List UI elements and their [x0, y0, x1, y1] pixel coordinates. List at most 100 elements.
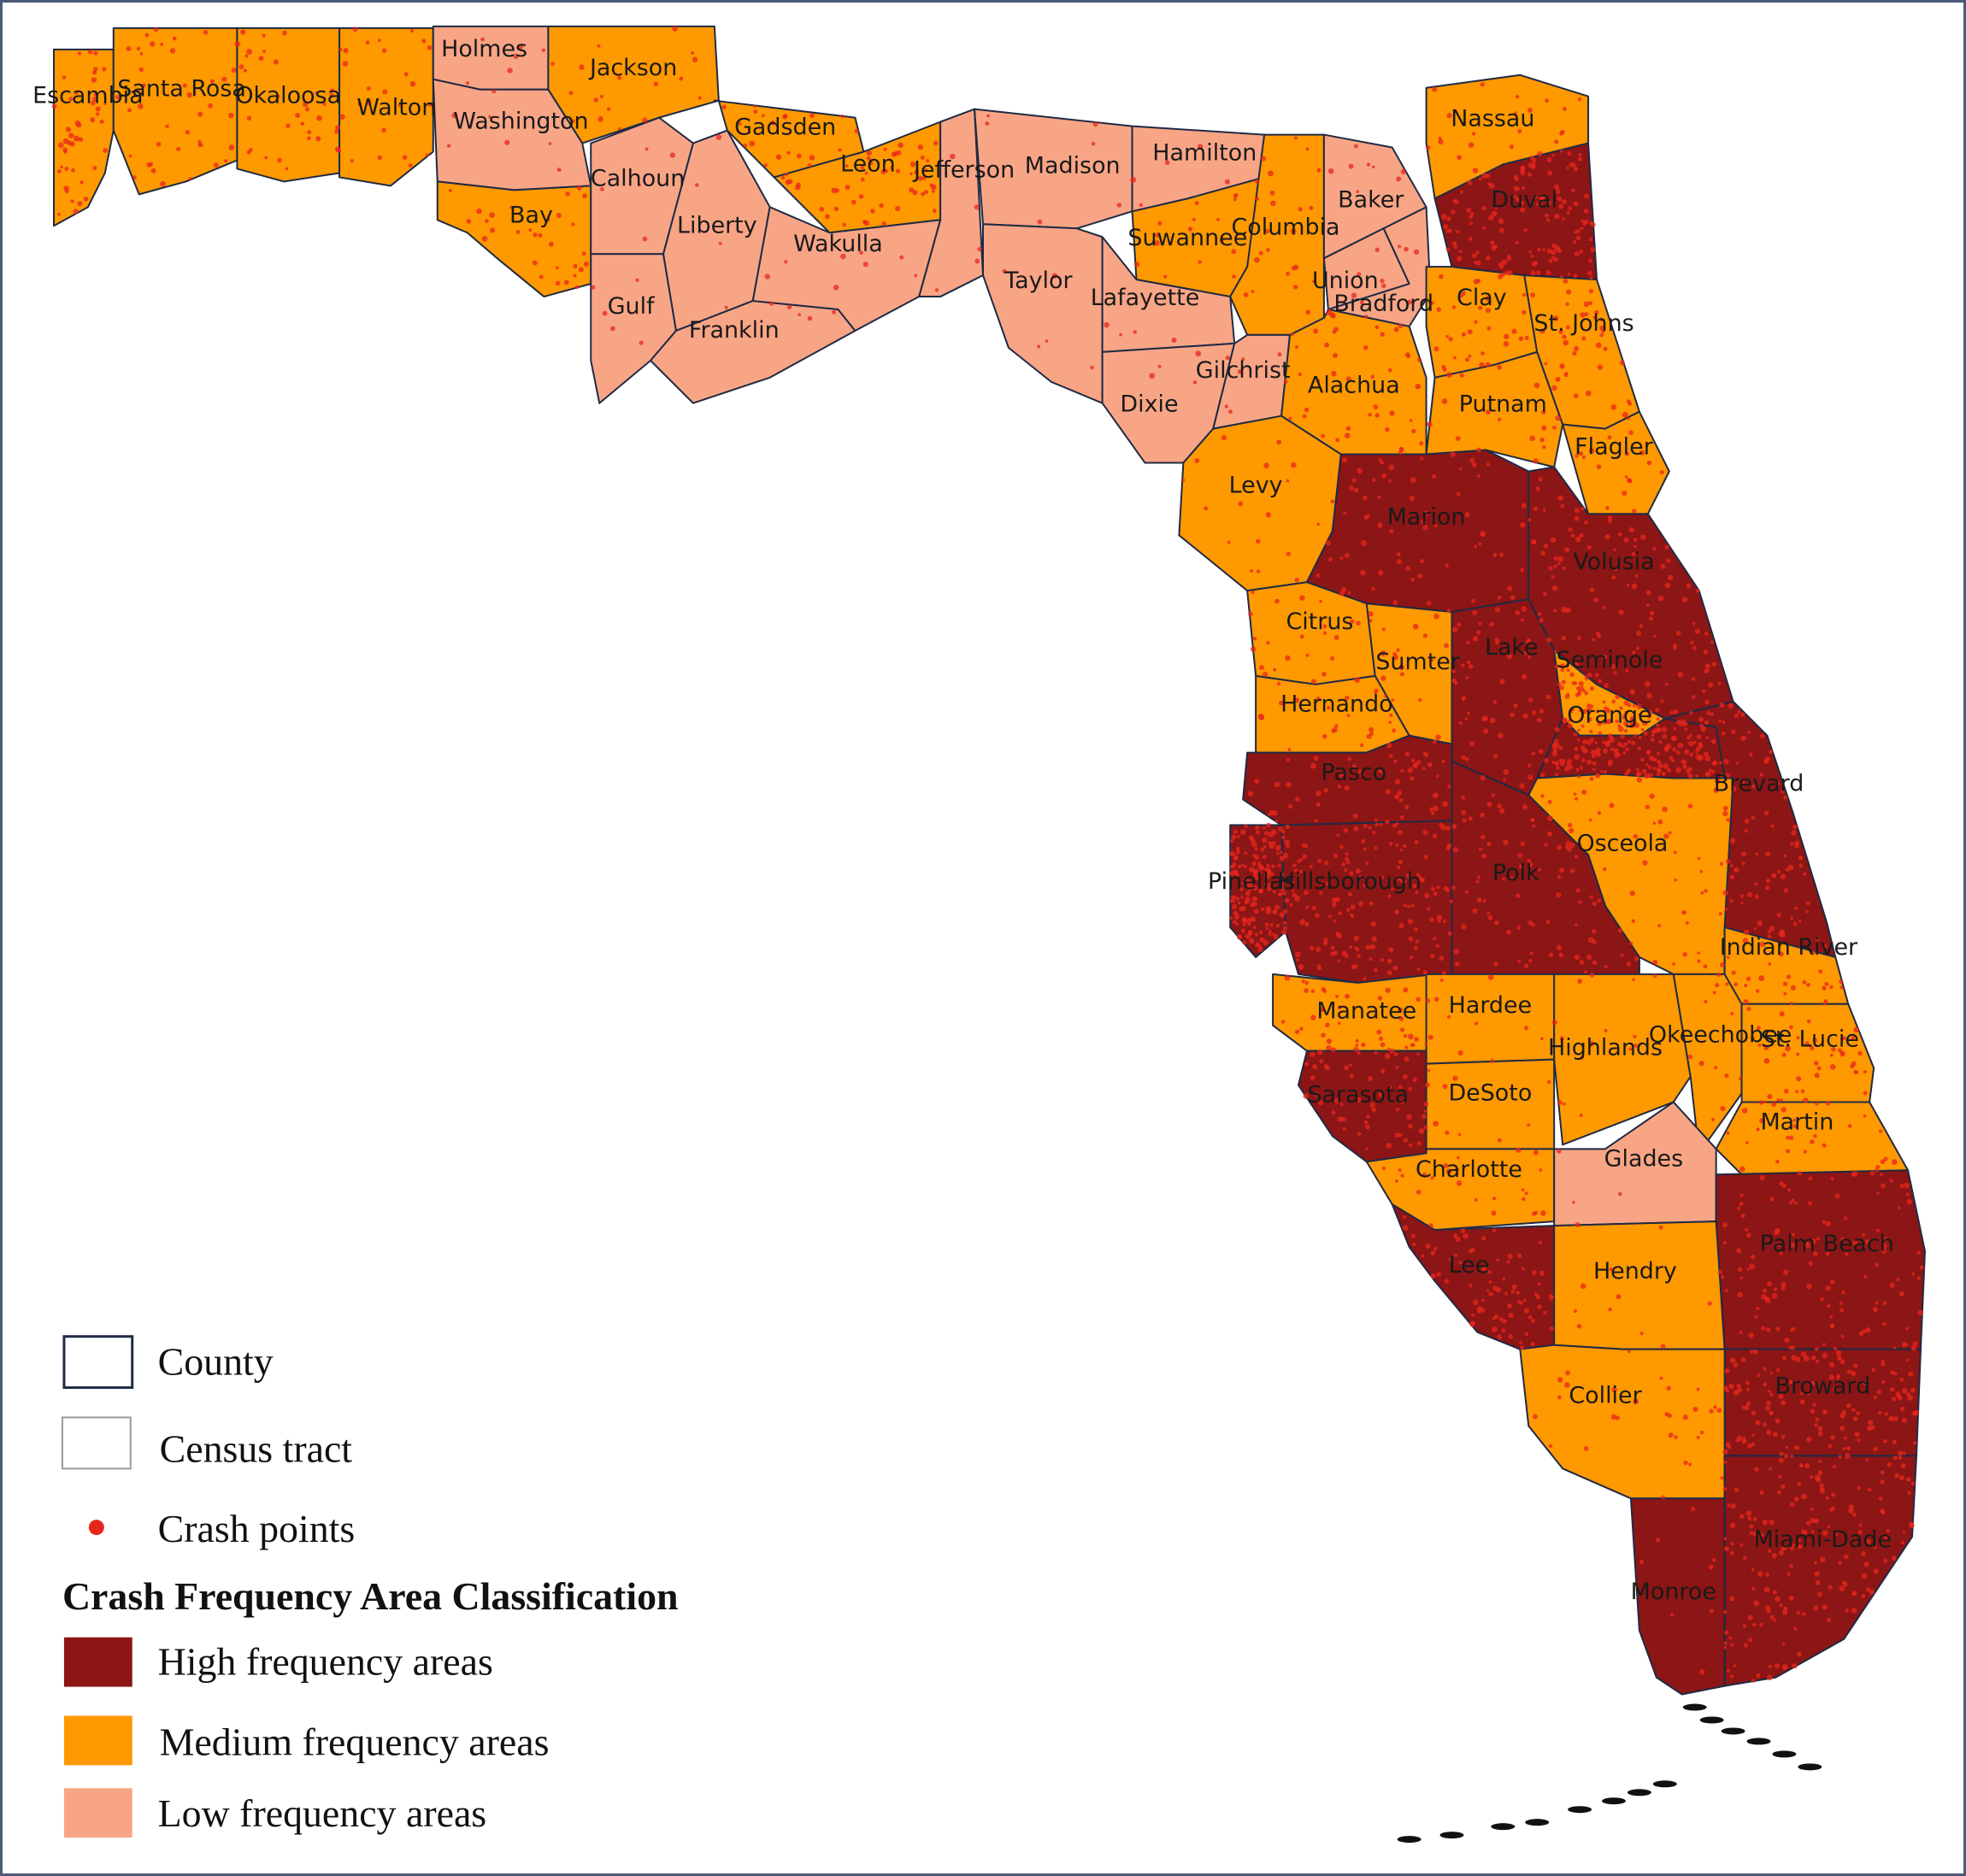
crash-point	[1901, 1418, 1907, 1424]
crash-point	[785, 179, 792, 185]
crash-point	[1580, 766, 1583, 770]
crash-point	[1781, 1356, 1787, 1361]
crash-point	[1294, 951, 1301, 958]
crash-point	[1542, 509, 1546, 512]
crash-point	[1704, 667, 1710, 674]
crash-point	[1253, 637, 1257, 641]
crash-point	[1584, 691, 1589, 696]
crash-point	[1344, 553, 1350, 558]
crash-point	[1460, 294, 1463, 298]
crash-point	[1828, 1444, 1833, 1449]
crash-point	[1399, 446, 1404, 450]
crash-point	[1626, 962, 1632, 967]
crash-point	[1573, 681, 1578, 685]
crash-point	[507, 68, 513, 74]
crash-point	[1845, 1403, 1851, 1408]
crash-point	[1775, 1418, 1781, 1424]
crash-point	[1575, 797, 1579, 801]
crash-point	[1351, 764, 1357, 769]
county-flagler	[1562, 410, 1670, 515]
crash-point	[1341, 1116, 1346, 1122]
crash-point	[334, 146, 340, 152]
crash-point	[1817, 1470, 1823, 1476]
crash-point	[1757, 1571, 1763, 1577]
crash-point	[679, 76, 684, 81]
crash-point	[1775, 782, 1780, 785]
crash-point	[1557, 1395, 1562, 1400]
crash-point	[1740, 1213, 1745, 1219]
crash-point	[602, 310, 608, 316]
crash-point	[1371, 1107, 1376, 1113]
crash-point	[1266, 885, 1269, 889]
crash-point	[1497, 595, 1502, 600]
crash-point	[1805, 909, 1809, 914]
crash-point	[1535, 270, 1541, 275]
crash-point	[1553, 564, 1557, 568]
crash-point	[1671, 759, 1675, 763]
crash-point	[513, 54, 519, 60]
crash-point	[1645, 603, 1650, 608]
crash-point	[1715, 778, 1721, 784]
crash-point	[1494, 205, 1498, 209]
crash-point	[1430, 811, 1435, 815]
county-bay	[436, 180, 592, 298]
crash-point	[1387, 1085, 1392, 1090]
crash-point	[1273, 667, 1277, 672]
crash-point	[71, 168, 75, 173]
crash-point	[1743, 1438, 1747, 1443]
crash-point	[1309, 205, 1314, 210]
crash-point	[1775, 1596, 1781, 1602]
crash-point	[1268, 832, 1274, 838]
crash-point	[1492, 1228, 1497, 1232]
crash-point	[1880, 1479, 1885, 1485]
crash-point	[1413, 249, 1420, 255]
crash-point	[1430, 1273, 1436, 1279]
crash-point	[1669, 756, 1674, 761]
crash-point	[1474, 320, 1478, 325]
crash-point	[1116, 203, 1122, 208]
crash-point	[149, 41, 156, 47]
crash-point	[1623, 537, 1629, 543]
crash-point	[1535, 202, 1540, 207]
crash-point	[1404, 1045, 1409, 1050]
crash-point	[1423, 854, 1428, 860]
crash-point	[126, 45, 132, 51]
crash-point	[1841, 1409, 1847, 1415]
county-label-glades: Glades	[1604, 1145, 1683, 1172]
crash-point	[1725, 773, 1731, 779]
crash-point	[1368, 1076, 1374, 1082]
crash-point	[1739, 894, 1745, 898]
crash-point	[1875, 1301, 1879, 1305]
crash-point	[91, 97, 97, 103]
crash-point	[1559, 663, 1565, 669]
crash-point	[1294, 345, 1298, 350]
crash-point	[1449, 899, 1453, 903]
crash-point	[1410, 477, 1416, 484]
crash-point	[1759, 773, 1763, 777]
crash-point	[1450, 451, 1456, 457]
crash-point	[1815, 1102, 1819, 1106]
crash-point	[1301, 979, 1305, 984]
crash-point	[1395, 1065, 1399, 1069]
crash-point	[1452, 846, 1459, 853]
crash-point	[924, 168, 928, 173]
crash-point	[1577, 774, 1581, 779]
crash-point	[1704, 720, 1710, 725]
crash-point	[1277, 892, 1282, 897]
crash-point	[1483, 728, 1489, 734]
crash-point	[1729, 874, 1735, 879]
crash-point	[1304, 988, 1309, 994]
crash-point	[1371, 936, 1377, 942]
crash-point	[1291, 462, 1297, 468]
crash-point	[1045, 339, 1049, 343]
crash-point	[421, 38, 427, 44]
crash-point	[1274, 820, 1279, 824]
crash-point	[1312, 279, 1316, 284]
crash-point	[1374, 1050, 1378, 1055]
crash-point	[1783, 888, 1789, 893]
crash-point	[1789, 1025, 1793, 1030]
crash-point	[1417, 573, 1422, 579]
crash-point	[1365, 862, 1369, 866]
crash-point	[1445, 845, 1451, 850]
crash-point	[189, 176, 193, 181]
